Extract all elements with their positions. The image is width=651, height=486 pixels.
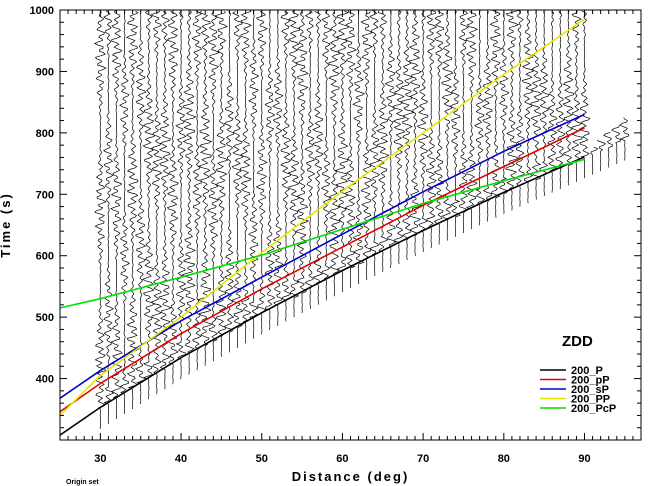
series-line-200_PcP [60,158,585,309]
seismogram-trace [150,10,163,395]
seismogram-trace [474,10,486,226]
seismogram-trace [191,10,203,371]
seismogram-trace [498,11,510,214]
seismogram-trace [489,10,503,218]
seismogram-trace [214,11,229,357]
seismogram-trace [449,10,461,237]
seismogram-trace [360,11,373,281]
seismogram-trace [408,10,423,257]
seismogram-trace [562,10,574,186]
y-tick-label: 500 [36,312,54,324]
series-line-200_PP [60,18,585,416]
x-tick-label: 50 [256,453,268,465]
seismogram-trace [570,11,583,182]
seismogram-trace [280,11,292,322]
series-line-200_pP [60,127,585,413]
footnote: Origin set [66,479,99,486]
y-tick-label: 600 [36,251,54,263]
seismogram-trace [352,10,365,284]
seismogram-trace [239,10,252,344]
seismogram-trace [304,10,316,309]
seismogram-trace [255,10,268,335]
legend-entry: 200_PP [571,394,610,406]
seismogram-trace [102,10,115,425]
legend-entry: 200_pP [571,375,610,387]
seismogram-trace [578,10,591,179]
y-tick-label: 1000 [30,5,54,17]
x-axis-title: Distance (deg) [292,469,410,484]
y-tick-label: 800 [36,128,54,140]
seismogram-trace [596,140,606,172]
seismogram-trace [611,125,621,165]
legend-entry: 200_P [571,365,603,377]
seismogram-trace [399,11,415,261]
legend-entry: 200_PcP [571,403,616,415]
y-tick-label: 700 [36,189,54,201]
x-axis: 30 40 50 60 70 80 90 [59,10,642,465]
seismogram-trace [287,10,301,318]
y-tick-label: 400 [36,374,54,386]
seismogram-trace [158,11,172,390]
seismogram-trace [248,10,260,339]
seismogram-trace [166,10,179,385]
seismogram-trace [231,11,244,348]
seismogram-trace [327,10,341,297]
seismogram-trace [482,11,494,222]
station-label: ZDD [562,333,593,350]
seismogram-trace [206,10,220,362]
seismogram-trace [458,10,469,234]
seismogram-trace [197,10,213,366]
seismogram-trace [465,10,478,230]
y-axis: 400 500 600 700 800 900 1000 [30,5,641,441]
seismogram-trace [223,11,235,353]
seismogram-trace [515,10,525,207]
y-axis-title: Time (s) [0,192,13,258]
seismogram-trace [125,11,140,410]
x-tick-label: 90 [578,453,590,465]
seismogram-trace [539,10,550,197]
seismogram-trace [555,10,566,190]
x-tick-label: 60 [336,453,348,465]
seismogram-trace [93,11,107,429]
y-tick-label: 900 [36,66,54,78]
seismogram-trace [272,10,284,326]
x-tick-label: 70 [417,453,429,465]
seismogram-trace [392,10,406,265]
seismogram-trace [603,131,613,168]
seismogram-trace [441,10,454,241]
seismogram-trace [529,10,543,200]
seismogram-trace [505,10,520,211]
seismogram-trace [119,10,131,415]
seismogram-trace [141,10,156,400]
seismogram-trace [433,10,445,245]
x-tick-label: 30 [94,453,106,465]
seismogram-trace [312,11,324,305]
seismogram-trace [334,10,350,293]
seismogram-trace [425,10,438,249]
seismogram-trace [590,146,599,175]
seismogram-trace [320,10,332,301]
phase-curves [60,18,585,436]
seismogram-trace [368,10,381,277]
seismogram-trace [134,10,147,405]
x-tick-label: 40 [175,453,187,465]
seismogram-trace [619,117,630,161]
x-tick-label: 80 [498,453,510,465]
legend-entry: 200_sP [571,384,609,396]
seismogram-trace [384,10,397,269]
seismogram-trace [344,10,357,289]
seismogram-trace [376,10,390,273]
seismogram-trace [110,10,123,420]
plot-frame [59,9,642,441]
seismogram-trace [181,10,197,375]
series-line-200_sP [60,113,585,399]
seismogram-trace [294,10,310,314]
seismogram-trace [175,10,187,380]
series-line-200_P [60,156,585,436]
seismogram-trace [264,10,276,331]
seismogram-trace [521,11,535,204]
seismogram-traces [93,10,630,429]
